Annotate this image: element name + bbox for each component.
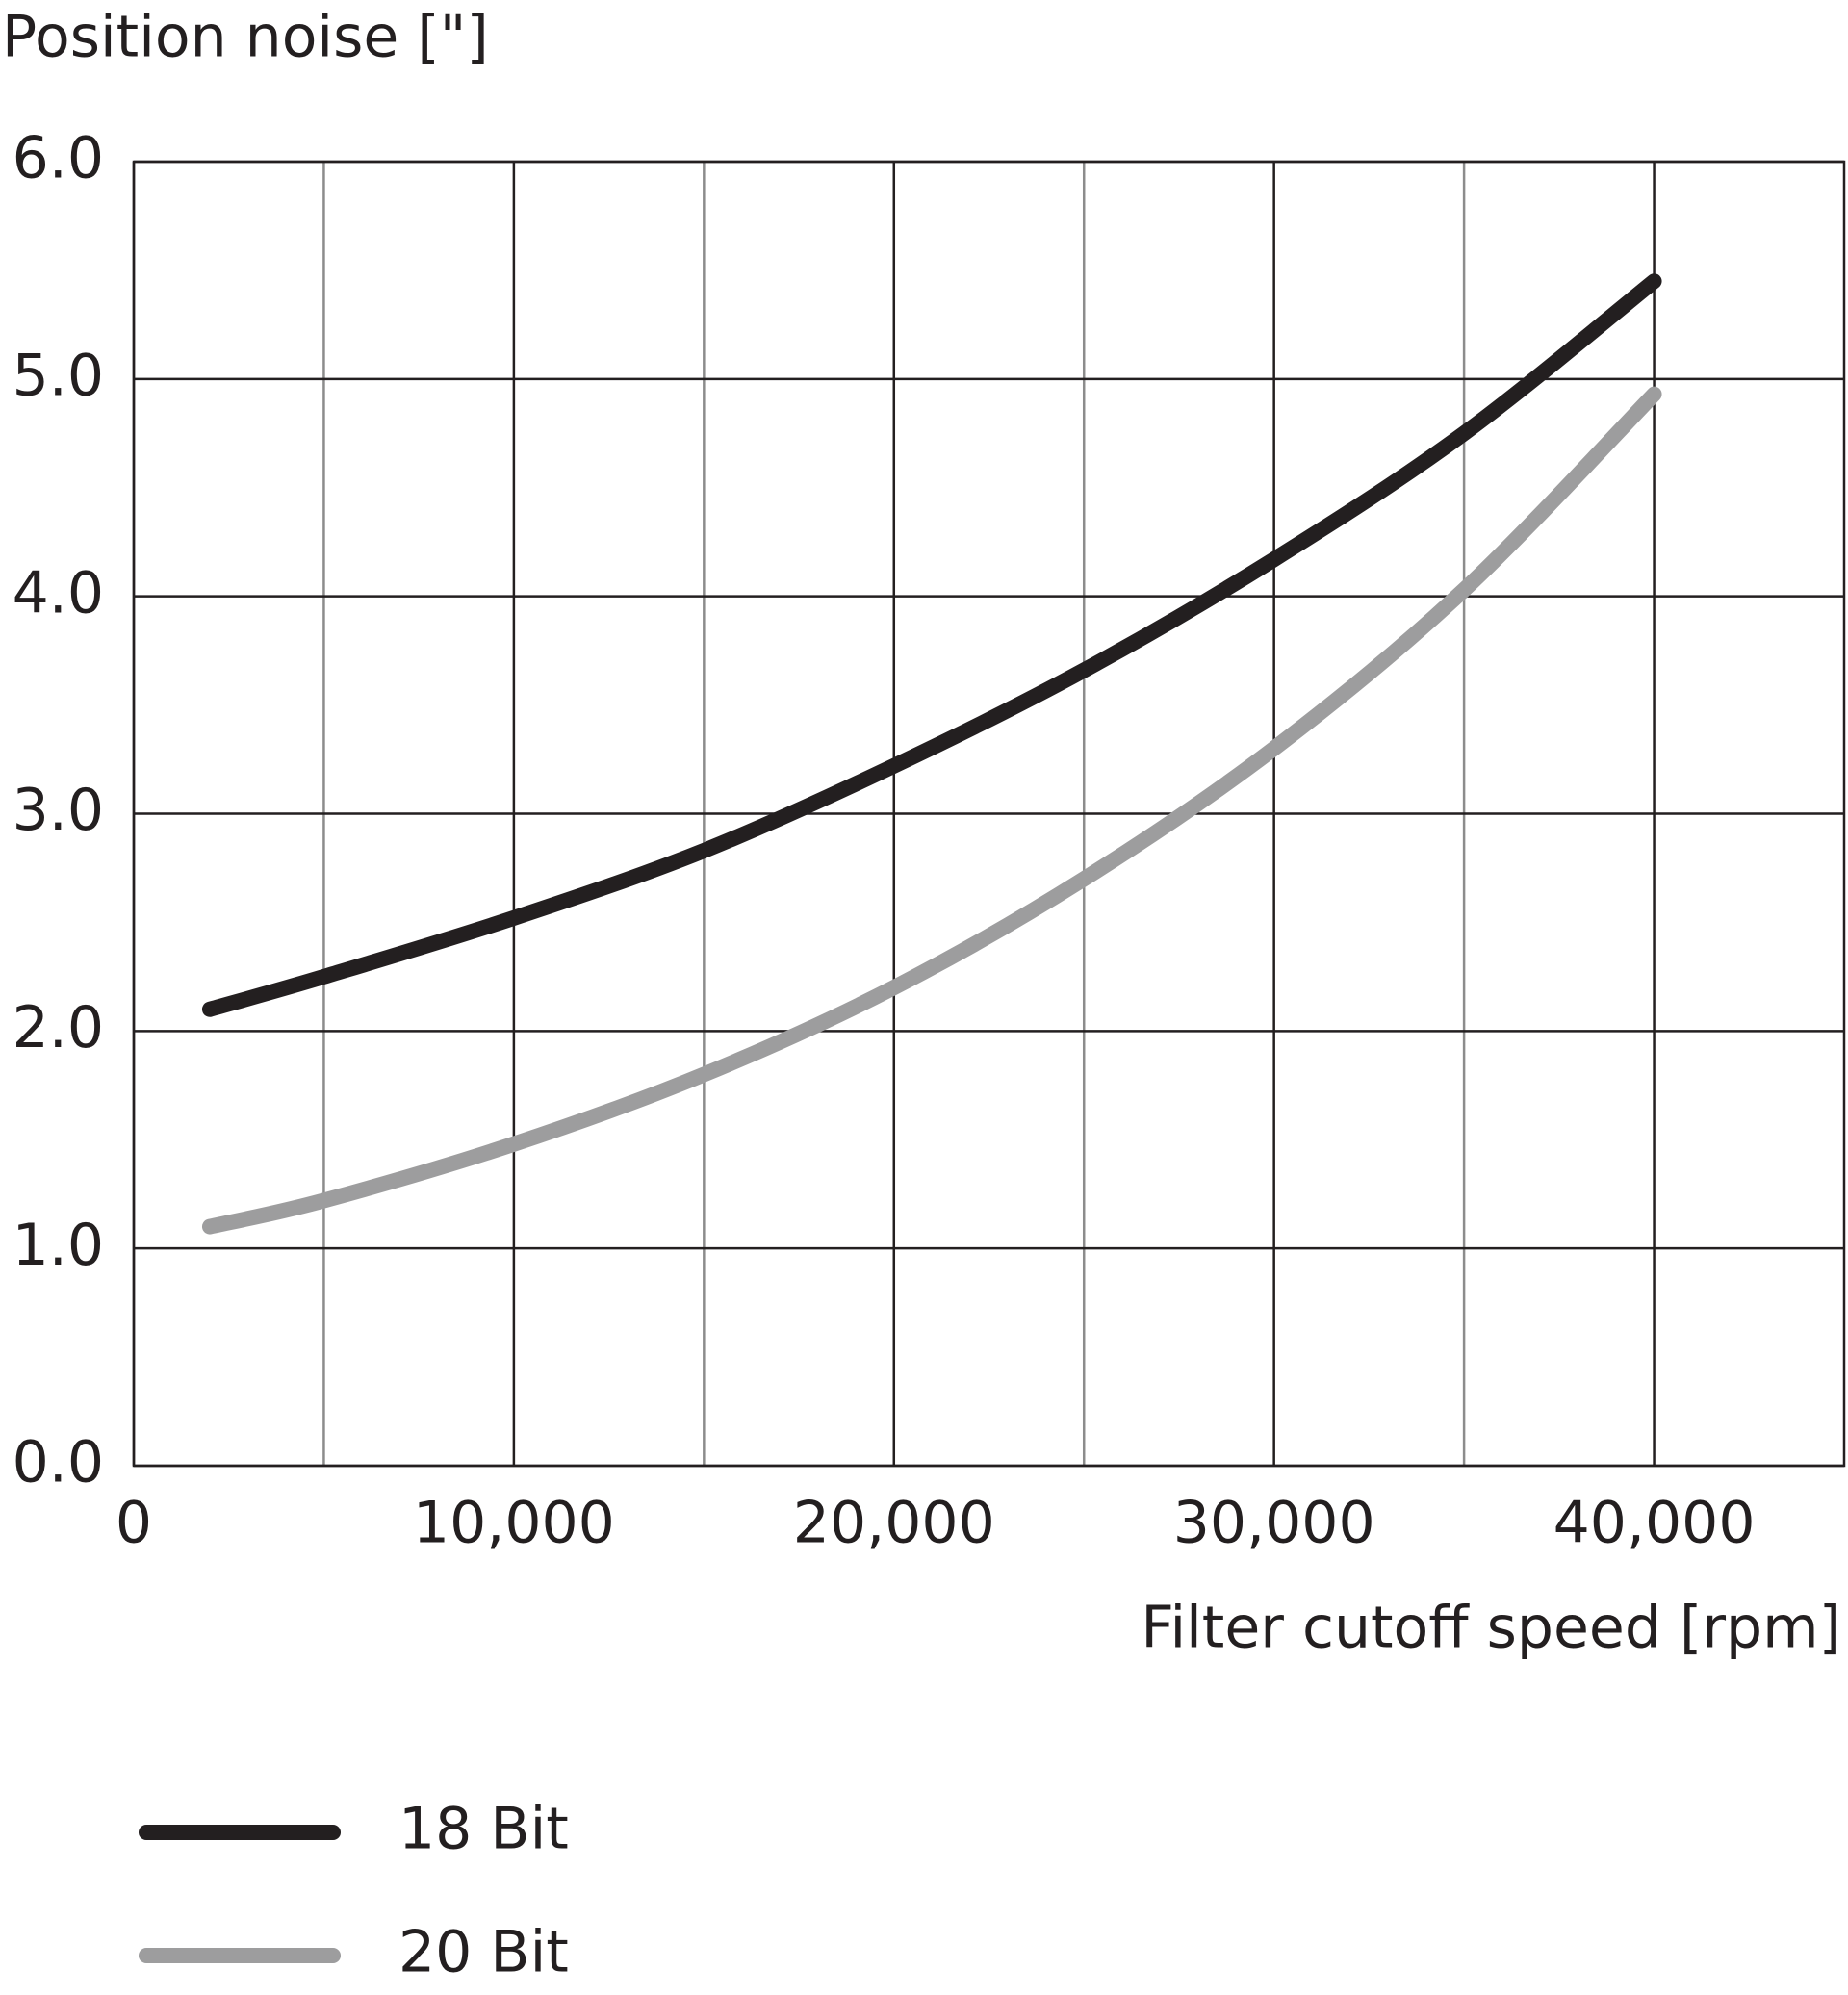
legend-label: 18 Bit <box>398 1796 569 1863</box>
series-line <box>201 273 1662 1017</box>
x-tick-label: 10,000 <box>413 1490 615 1557</box>
legend-label: 20 Bit <box>398 1919 569 1986</box>
y-axis-label: Position noise ["] <box>2 4 489 71</box>
x-tick-label: 30,000 <box>1173 1490 1375 1557</box>
x-tick-label: 20,000 <box>793 1490 995 1557</box>
y-tick-label: 3.0 <box>13 777 104 844</box>
y-tick-label: 0.0 <box>13 1429 104 1496</box>
x-axis-label: Filter cutoff speed [rpm] <box>1141 1595 1841 1662</box>
plot-frame <box>132 160 1846 1468</box>
y-tick-label: 1.0 <box>13 1212 104 1279</box>
y-tick-label: 6.0 <box>13 125 104 192</box>
series-line <box>201 386 1662 1235</box>
y-tick-label: 4.0 <box>13 559 104 627</box>
x-tick-label: 40,000 <box>1553 1490 1756 1557</box>
y-tick-label: 5.0 <box>13 342 104 409</box>
y-tick-label: 2.0 <box>13 994 104 1061</box>
x-tick-label: 0 <box>116 1490 152 1557</box>
